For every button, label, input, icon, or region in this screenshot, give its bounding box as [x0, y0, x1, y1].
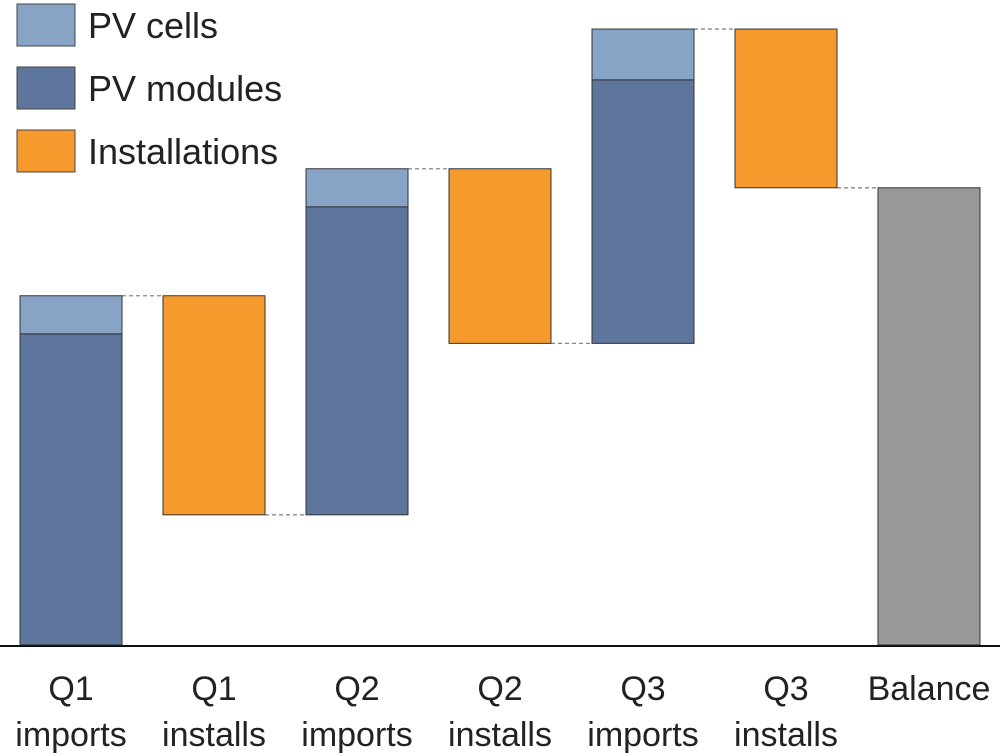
tick-label-0-line2: imports — [15, 716, 126, 754]
legend-label-cells: PV cells — [88, 5, 218, 46]
tick-label-6-line1: Balance — [868, 670, 991, 708]
tick-label-4-line2: imports — [587, 716, 698, 754]
tick-label-4-line1: Q3 — [620, 670, 665, 708]
legend-swatch-modules — [16, 66, 76, 110]
tick-label-5-line1: Q3 — [763, 670, 808, 708]
bar-balance — [877, 187, 981, 646]
bar-cells-2 — [305, 168, 409, 208]
tick-label-1-line1: Q1 — [191, 670, 236, 708]
legend-label-installations: Installations — [88, 131, 278, 172]
bar-installations-1 — [162, 295, 266, 516]
bar-installations-3 — [448, 168, 552, 344]
tick-label-2-line1: Q2 — [334, 670, 379, 708]
bars — [19, 28, 981, 646]
legend: PV cells PV modules Installations — [16, 3, 282, 173]
bar-cells-4 — [591, 28, 695, 81]
tick-label-5-line2: installs — [734, 716, 838, 754]
x-tick-labels: Q1 imports Q1 installs Q2 imports Q2 installs Q3… — [15, 670, 990, 754]
bar-modules-2 — [305, 206, 409, 516]
tick-label-1-line2: installs — [162, 716, 266, 754]
tick-label-3-line1: Q2 — [477, 670, 522, 708]
legend-swatch-cells — [16, 3, 76, 47]
legend-label-modules: PV modules — [88, 68, 282, 109]
tick-label-2-line2: imports — [301, 716, 412, 754]
bar-installations-5 — [734, 28, 838, 189]
tick-label-0-line1: Q1 — [48, 670, 93, 708]
bar-modules-0 — [19, 333, 123, 646]
bar-modules-4 — [591, 79, 695, 344]
tick-label-3-line2: installs — [448, 716, 552, 754]
bar-cells-0 — [19, 295, 123, 335]
legend-swatch-installations — [16, 129, 76, 173]
